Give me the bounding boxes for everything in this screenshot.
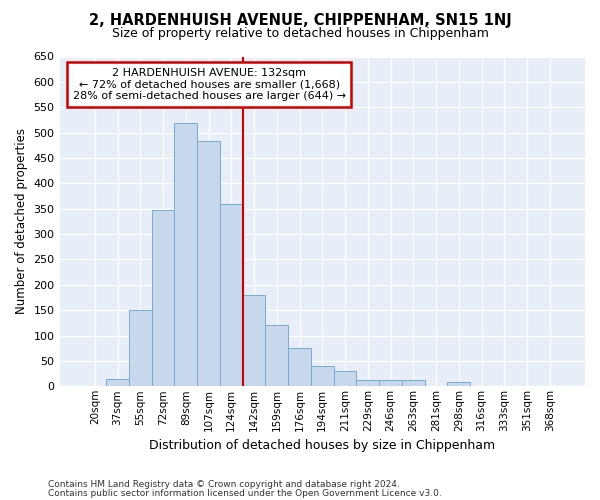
Bar — [379, 380, 402, 386]
Bar — [152, 210, 175, 386]
Bar — [129, 310, 152, 386]
Bar — [402, 380, 425, 386]
Bar — [175, 124, 197, 386]
Text: 2 HARDENHUISH AVENUE: 132sqm
← 72% of detached houses are smaller (1,668)
28% of: 2 HARDENHUISH AVENUE: 132sqm ← 72% of de… — [73, 68, 346, 101]
Text: Contains public sector information licensed under the Open Government Licence v3: Contains public sector information licen… — [48, 489, 442, 498]
Bar — [265, 326, 288, 386]
Bar — [448, 382, 470, 386]
X-axis label: Distribution of detached houses by size in Chippenham: Distribution of detached houses by size … — [149, 440, 496, 452]
Text: 2, HARDENHUISH AVENUE, CHIPPENHAM, SN15 1NJ: 2, HARDENHUISH AVENUE, CHIPPENHAM, SN15 … — [89, 12, 511, 28]
Bar — [334, 371, 356, 386]
Text: Size of property relative to detached houses in Chippenham: Size of property relative to detached ho… — [112, 28, 488, 40]
Bar — [220, 204, 242, 386]
Bar — [106, 379, 129, 386]
Y-axis label: Number of detached properties: Number of detached properties — [15, 128, 28, 314]
Bar — [356, 380, 379, 386]
Bar — [311, 366, 334, 386]
Text: Contains HM Land Registry data © Crown copyright and database right 2024.: Contains HM Land Registry data © Crown c… — [48, 480, 400, 489]
Bar — [242, 295, 265, 386]
Bar — [288, 348, 311, 387]
Bar — [197, 141, 220, 386]
